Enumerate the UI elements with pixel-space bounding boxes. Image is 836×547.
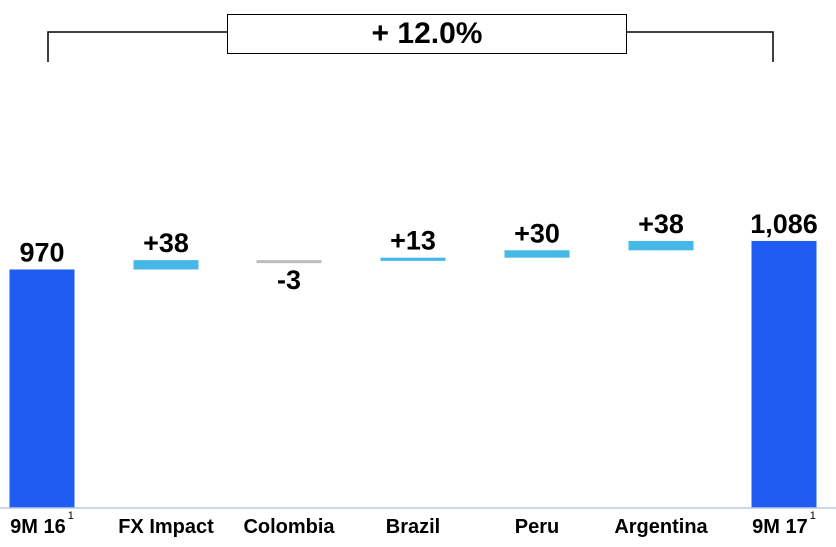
bar-9m-16 bbox=[9, 269, 75, 508]
category-text: 9M 17 bbox=[752, 516, 808, 538]
category-label: 9M 17 1 bbox=[752, 510, 816, 539]
category-label: Argentina bbox=[614, 516, 707, 539]
growth-percentage-box: + 12.0% bbox=[227, 14, 627, 54]
category-label: Colombia bbox=[243, 516, 334, 539]
growth-bracket bbox=[47, 31, 774, 62]
bar-9m-17 bbox=[751, 240, 817, 508]
category-label: 9M 16 1 bbox=[10, 510, 74, 539]
value-label: +30 bbox=[514, 218, 560, 248]
category-text: Argentina bbox=[614, 516, 708, 538]
value-label: 970 bbox=[19, 237, 64, 267]
category-text: Colombia bbox=[243, 516, 335, 538]
bars-layer bbox=[9, 240, 817, 508]
bar-brazil bbox=[380, 257, 446, 261]
bracket-right bbox=[627, 31, 774, 62]
bar-fx-impact bbox=[133, 260, 199, 270]
value-label: +38 bbox=[638, 209, 684, 239]
value-label: +13 bbox=[390, 226, 436, 256]
category-label: Brazil bbox=[386, 516, 440, 539]
bar-peru bbox=[504, 250, 570, 258]
value-label: +38 bbox=[143, 228, 189, 258]
footnote-mark: 1 bbox=[67, 510, 74, 522]
category-text: 9M 16 bbox=[10, 516, 66, 538]
value-labels-layer: 970 +38 -3 +13 +30 +38 1,086 bbox=[19, 209, 817, 295]
footnote-mark: 1 bbox=[809, 510, 816, 522]
value-label: -3 bbox=[277, 265, 301, 295]
bracket-left bbox=[47, 31, 227, 62]
category-label: FX Impact bbox=[118, 516, 214, 539]
bar-argentina bbox=[628, 240, 694, 251]
bar-colombia bbox=[256, 260, 322, 264]
category-text: Peru bbox=[514, 516, 560, 538]
category-text: Brazil bbox=[385, 516, 441, 538]
value-label: 1,086 bbox=[750, 209, 818, 239]
growth-percentage-label: + 12.0% bbox=[371, 17, 483, 50]
category-label: Peru bbox=[515, 516, 559, 539]
category-text: FX Impact bbox=[118, 516, 214, 538]
